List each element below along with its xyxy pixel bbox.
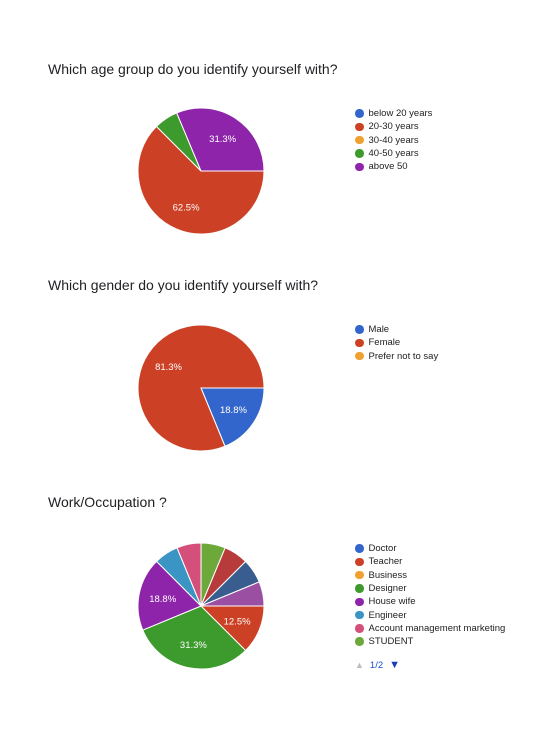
legend-item: above 50 xyxy=(355,160,432,173)
pie-slice-20-30-years xyxy=(137,125,265,235)
chart-2-legend: Male Female Prefer not to say xyxy=(355,323,438,363)
pie-slice-engineer xyxy=(155,547,202,607)
legend-item: Designer xyxy=(355,582,505,595)
legend-item: Male xyxy=(355,323,438,336)
legend-item: Account management marketing xyxy=(355,622,505,635)
chart-1-title: Which age group do you identify yourself… xyxy=(48,61,338,77)
legend-item: below 20 years xyxy=(355,107,432,120)
pie-data-label: 12.5% xyxy=(224,616,251,627)
legend-item: House wife xyxy=(355,595,505,608)
legend-label: STUDENT xyxy=(368,636,414,648)
legend-label: Prefer not to say xyxy=(368,350,439,362)
legend-label: Designer xyxy=(368,583,407,595)
pie-slice-teacher xyxy=(199,605,265,652)
pie-data-label: 31.3% xyxy=(180,640,207,651)
legend-label: above 50 xyxy=(368,161,408,173)
legend-label: Teacher xyxy=(368,556,403,568)
chart-1-legend: below 20 years 20-30 years 30-40 years 40-5… xyxy=(355,107,432,173)
pie-slice-slice-9 xyxy=(200,560,260,607)
pager-label: 1/2 xyxy=(369,659,384,671)
legend-item: 30-40 years xyxy=(355,134,432,147)
pager-next-icon[interactable]: ▼ xyxy=(389,659,401,671)
pie-slice-female xyxy=(137,324,265,452)
legend-swatch xyxy=(355,637,364,646)
legend-item: Female xyxy=(355,336,438,349)
legend-item: Teacher xyxy=(355,555,505,568)
pie-slice-house-wife xyxy=(137,560,202,631)
legend-swatch xyxy=(355,597,364,607)
legend-item: STUDENT xyxy=(355,635,505,648)
pie-slice-above-50 xyxy=(176,107,265,172)
legend-label: Engineer xyxy=(368,609,407,621)
pie-data-label: 62.5% xyxy=(173,203,200,214)
legend-swatch xyxy=(355,351,364,361)
legend-swatch xyxy=(355,624,364,633)
legend-item: 40-50 years xyxy=(355,147,432,160)
legend-label: Female xyxy=(368,337,401,349)
legend-label: Account management marketing xyxy=(368,622,506,634)
legend-label: Doctor xyxy=(368,543,397,555)
legend-swatch xyxy=(355,584,364,593)
legend-swatch xyxy=(355,135,364,145)
pie-data-label: 18.8% xyxy=(149,594,176,605)
pie-slice-account-management-marketing xyxy=(176,542,202,607)
legend-label: Male xyxy=(368,324,390,336)
legend-label: House wife xyxy=(368,596,416,608)
legend-label: 30-40 years xyxy=(368,134,419,146)
legend-swatch xyxy=(355,338,364,348)
pie-slice-male xyxy=(200,387,265,447)
pie-slice-slice-8 xyxy=(200,547,247,607)
legend-item: 20-30 years xyxy=(355,120,432,133)
legend-swatch xyxy=(355,557,364,567)
legend-item: Doctor xyxy=(355,542,505,555)
legend-swatch xyxy=(355,109,364,118)
pager-prev-icon[interactable]: ▲ xyxy=(355,660,364,670)
legend-swatch xyxy=(355,149,364,158)
chart-3-title: Work/Occupation ? xyxy=(48,494,167,510)
pie-data-label: 31.3% xyxy=(209,134,236,145)
pie-data-label: 18.8% xyxy=(220,405,247,416)
legend-label: 40-50 years xyxy=(368,148,419,160)
legend-label: below 20 years xyxy=(368,108,433,120)
legend-swatch xyxy=(355,325,364,334)
legend-swatch xyxy=(355,122,364,132)
pie-slice-40-50-years xyxy=(155,112,202,172)
legend-label: 20-30 years xyxy=(368,121,419,133)
chart-2-title: Which gender do you identify yourself wi… xyxy=(48,277,319,293)
legend-pager: ▲ 1/2 ▼ xyxy=(355,659,400,671)
legend-item: Prefer not to say xyxy=(355,350,438,363)
pie-data-label: 81.3% xyxy=(155,362,182,373)
legend-item: Business xyxy=(355,569,505,582)
legend-item: Engineer xyxy=(355,608,505,621)
legend-swatch xyxy=(355,610,364,620)
legend-swatch xyxy=(355,162,364,172)
legend-label: Business xyxy=(368,569,408,581)
pie-slice-slice-10 xyxy=(200,581,265,607)
pie-slice-designer xyxy=(142,605,247,670)
pie-slice-student xyxy=(200,542,226,607)
chart-3-legend: Doctor Teacher Business Designer House wife E… xyxy=(355,542,505,648)
legend-swatch xyxy=(355,544,364,553)
legend-swatch xyxy=(355,570,364,580)
